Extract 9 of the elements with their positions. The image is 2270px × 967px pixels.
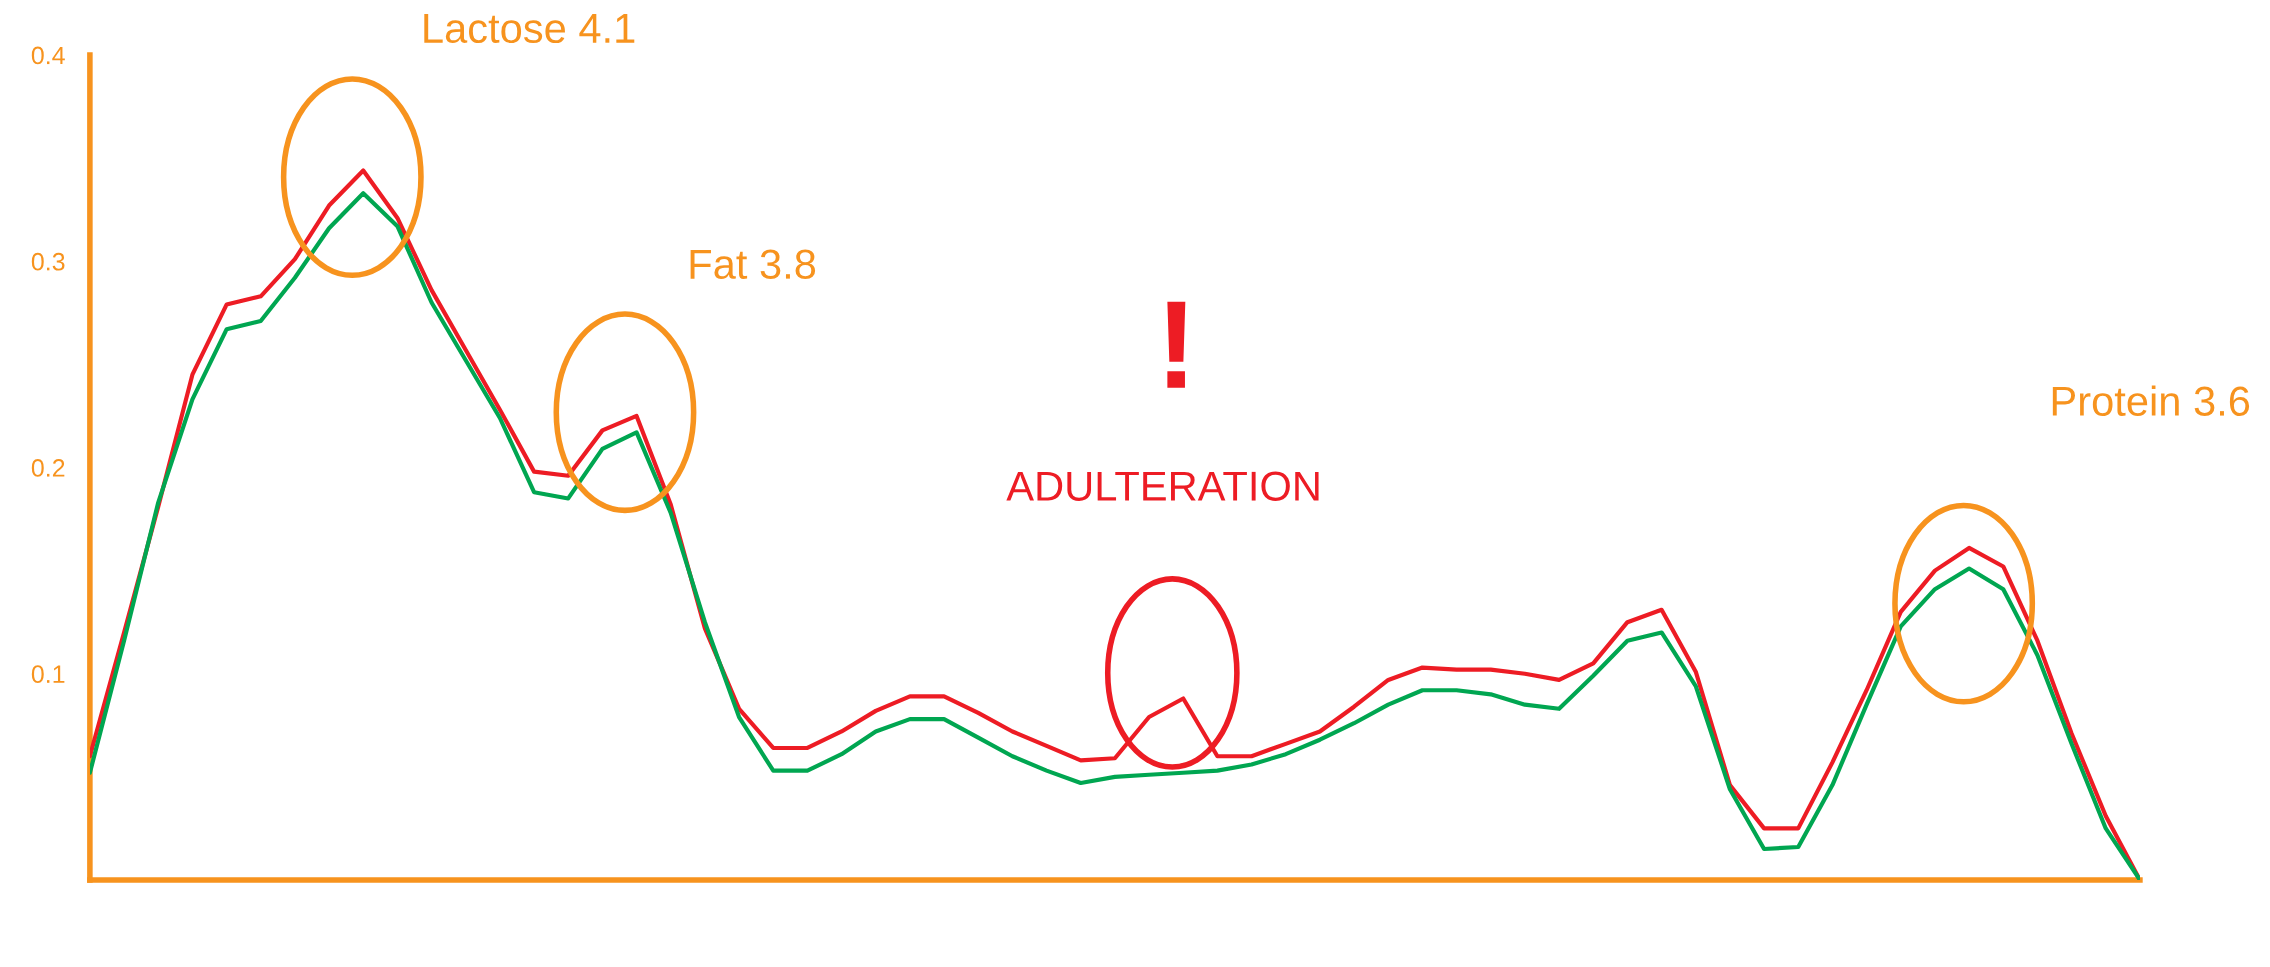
text: Lactose 4.1 [424, 14, 635, 44]
annotation: ADULTERATION [1006, 471, 1319, 501]
y-tick-label: 0.1 [31, 665, 65, 684]
y-tick-label: 0.3 [31, 252, 65, 271]
annotation: Fat 3.8 [690, 249, 816, 280]
annotation: Protein 3.6 [2052, 385, 2250, 416]
annotation: ! [1167, 301, 1186, 388]
y-tick-label: 0.4 [31, 46, 65, 65]
y-tick-label: 0.2 [31, 459, 65, 477]
